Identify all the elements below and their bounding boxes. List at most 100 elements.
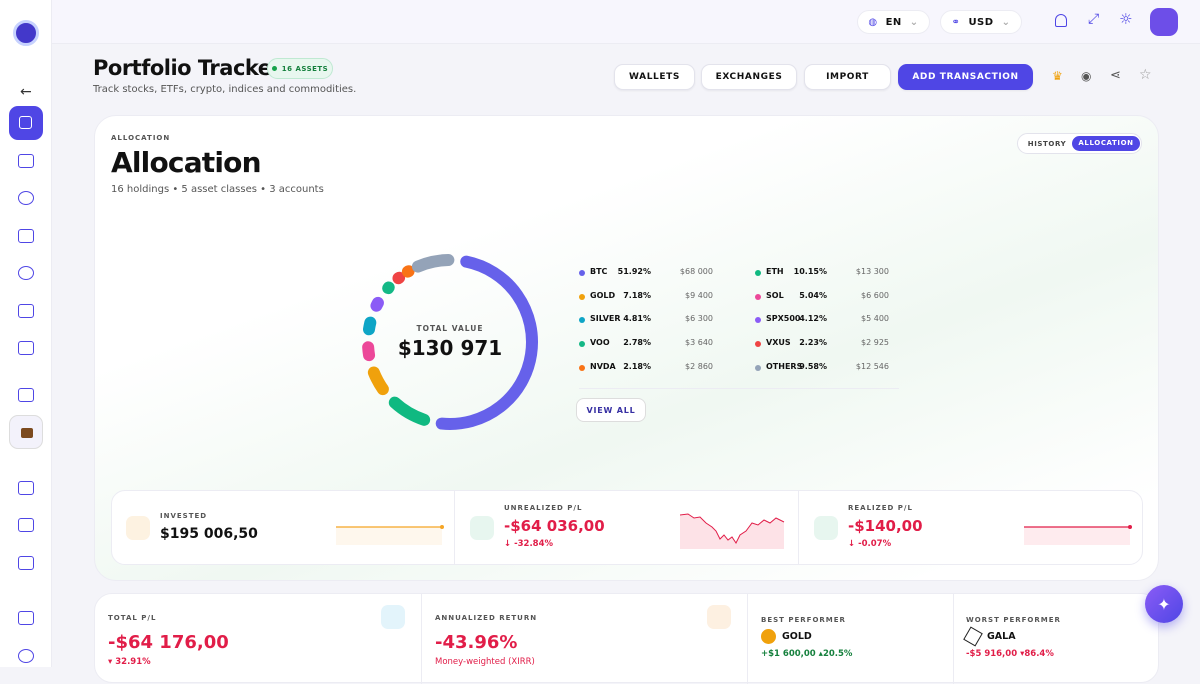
- donut-segment: [395, 403, 424, 420]
- legend-amount: $13 300: [837, 267, 889, 276]
- metric-value: -43.96%: [435, 632, 517, 653]
- wallets-button[interactable]: WALLETS: [614, 64, 695, 90]
- donut-segment: [376, 303, 377, 306]
- stats-row: INVESTED $195 006,50 UNREALIZED P/L -$64…: [111, 490, 1143, 565]
- legend-dot: [755, 341, 761, 347]
- nav-portfolio[interactable]: [9, 415, 43, 449]
- metric-label: WORST PERFORMER: [966, 616, 1061, 624]
- donut-segment: [398, 278, 399, 279]
- legend-dot: [579, 317, 585, 323]
- metric-note: Money-weighted (XIRR): [435, 657, 535, 667]
- topbar: ◍EN⌄ ⚭USD⌄ ⤢ ☼: [52, 0, 1200, 44]
- legend-amount: $68 000: [661, 267, 713, 276]
- legend-amount: $2 925: [837, 338, 889, 347]
- nav-doc[interactable]: [18, 341, 34, 355]
- legend-dot: [579, 365, 585, 371]
- total-pl-icon: [381, 605, 405, 629]
- currency: USD: [968, 17, 993, 28]
- nav-book[interactable]: [18, 518, 34, 532]
- share-icon[interactable]: ⋖: [1110, 68, 1121, 83]
- nav-history[interactable]: [18, 649, 34, 663]
- nav-notes[interactable]: [18, 481, 34, 495]
- stat-value: $195 006,50: [160, 526, 258, 542]
- gala-icon: [963, 627, 983, 647]
- assets-badge: 16 ASSETS: [267, 58, 333, 79]
- nav-list[interactable]: [18, 154, 34, 168]
- stat-change: ↓ -32.84%: [504, 539, 553, 549]
- legend-dot: [579, 341, 585, 347]
- donut-segment: [418, 260, 448, 267]
- stat-label: REALIZED P/L: [848, 504, 913, 512]
- nav-file[interactable]: [18, 556, 34, 570]
- favorite-icon[interactable]: ☆: [1139, 67, 1152, 83]
- invested-icon: [126, 516, 150, 540]
- legend-amount: $6 300: [661, 314, 713, 323]
- legend-percent: 2.23%: [783, 338, 827, 347]
- avatar[interactable]: [1150, 8, 1178, 36]
- logo[interactable]: [13, 20, 39, 46]
- legend-amount: $2 860: [661, 362, 713, 371]
- nav-chart[interactable]: [18, 229, 34, 243]
- fullscreen[interactable]: ⤢: [1088, 11, 1099, 27]
- legend-percent: 51.92%: [607, 267, 651, 276]
- metric-label: TOTAL P/L: [108, 614, 156, 622]
- exchanges-button[interactable]: EXCHANGES: [701, 64, 797, 90]
- legend-percent: 2.78%: [607, 338, 651, 347]
- sidebar: ←: [0, 0, 52, 667]
- currency-select[interactable]: ⚭USD⌄: [940, 10, 1022, 34]
- amount-text: +$1 600,00: [761, 649, 816, 659]
- legend-percent: 5.04%: [783, 291, 827, 300]
- notifications[interactable]: [1055, 14, 1067, 27]
- total-label: TOTAL VALUE: [400, 324, 500, 333]
- metrics-card: TOTAL P/L -$64 176,00 ▾ 32.91% ANNUALIZE…: [94, 593, 1159, 683]
- legend-name: BTC: [590, 267, 607, 276]
- import-button[interactable]: IMPORT: [804, 64, 891, 90]
- assistant-button[interactable]: ✦: [1145, 585, 1183, 623]
- theme-toggle[interactable]: ☼: [1119, 10, 1132, 28]
- nav-pie[interactable]: [18, 191, 34, 205]
- nav-grid[interactable]: [18, 388, 34, 402]
- metric-change: ▾ 32.91%: [108, 657, 151, 667]
- metric-label: BEST PERFORMER: [761, 616, 846, 624]
- donut-segment: [368, 347, 369, 355]
- change-text: -0.07%: [858, 539, 891, 549]
- view-all-button[interactable]: VIEW ALL: [576, 398, 646, 422]
- legend-dot: [579, 270, 585, 276]
- add-transaction-button[interactable]: ADD TRANSACTION: [898, 64, 1033, 90]
- legend-percent: 4.81%: [607, 314, 651, 323]
- allocation-card: ALLOCATION Allocation 16 holdings • 5 as…: [94, 115, 1159, 581]
- stat-label: INVESTED: [160, 512, 207, 520]
- page-subtitle: Track stocks, ETFs, crypto, indices and …: [93, 84, 356, 95]
- worst-name: GALA: [987, 631, 1016, 642]
- legend-dot: [755, 317, 761, 323]
- premium-icon[interactable]: ♛: [1052, 69, 1063, 83]
- nav-favorites[interactable]: [18, 611, 34, 625]
- change-text: 86.4%: [1024, 649, 1054, 659]
- legend-name: SOL: [766, 291, 784, 300]
- back-icon[interactable]: ←: [20, 84, 32, 100]
- language-select[interactable]: ◍EN⌄: [857, 10, 930, 34]
- page: ← ◍EN⌄ ⚭USD⌄ ⤢ ☼ Portfolio Tracker 16 AS…: [0, 0, 1200, 667]
- legend-dot: [755, 270, 761, 276]
- legend-percent: 2.18%: [607, 362, 651, 371]
- nav-dashboard[interactable]: [9, 106, 43, 140]
- card-title: Allocation: [111, 146, 261, 179]
- unrealized-icon: [470, 516, 494, 540]
- card-eyebrow: ALLOCATION: [111, 134, 170, 142]
- stat-change: ↓ -0.07%: [848, 539, 891, 549]
- card-summary: 16 holdings • 5 asset classes • 3 accoun…: [111, 184, 324, 195]
- legend-amount: $9 400: [661, 291, 713, 300]
- allocation-tab[interactable]: ALLOCATION: [1072, 136, 1140, 151]
- page-title: Portfolio Tracker: [93, 56, 281, 80]
- stat-label: UNREALIZED P/L: [504, 504, 582, 512]
- donut-segment: [374, 372, 383, 389]
- history-tab[interactable]: HISTORY: [1022, 138, 1072, 150]
- legend-percent: 10.15%: [783, 267, 827, 276]
- legend-percent: 7.18%: [607, 291, 651, 300]
- gold-icon: [761, 629, 776, 644]
- realized-sparkline: [1024, 516, 1134, 546]
- view-tabs: HISTORY ALLOCATION: [1017, 133, 1142, 154]
- nav-star[interactable]: [18, 304, 34, 318]
- visibility-icon[interactable]: ◉: [1081, 69, 1091, 83]
- nav-link[interactable]: [18, 266, 34, 280]
